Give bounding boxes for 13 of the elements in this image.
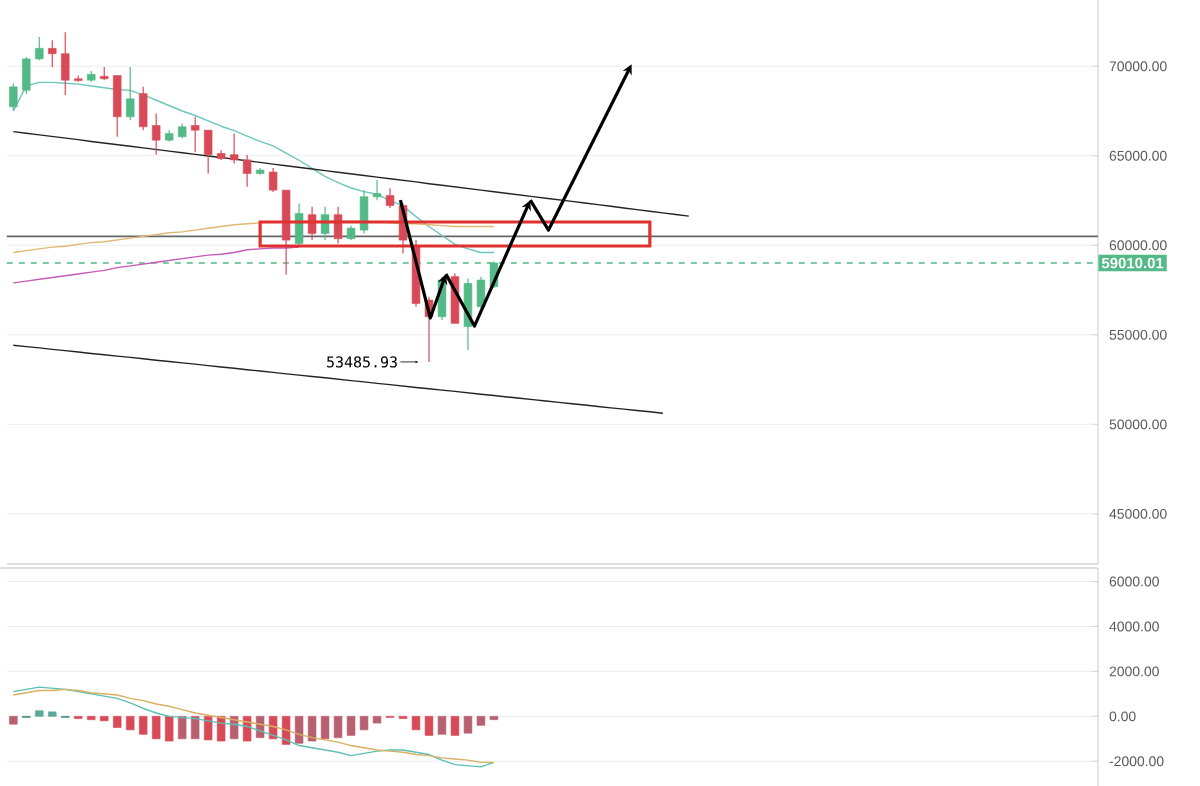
candlestick xyxy=(229,132,239,165)
candlestick xyxy=(203,129,213,175)
candlestick xyxy=(126,66,135,121)
candlestick xyxy=(152,112,161,156)
candlestick xyxy=(190,116,200,153)
candlestick xyxy=(113,74,122,138)
candlestick xyxy=(268,167,278,193)
candlestick xyxy=(48,39,57,68)
candlestick xyxy=(242,154,252,188)
candlestick xyxy=(9,83,18,111)
candlestick xyxy=(22,56,31,95)
candlestick xyxy=(61,31,70,96)
candlestick xyxy=(139,86,148,131)
